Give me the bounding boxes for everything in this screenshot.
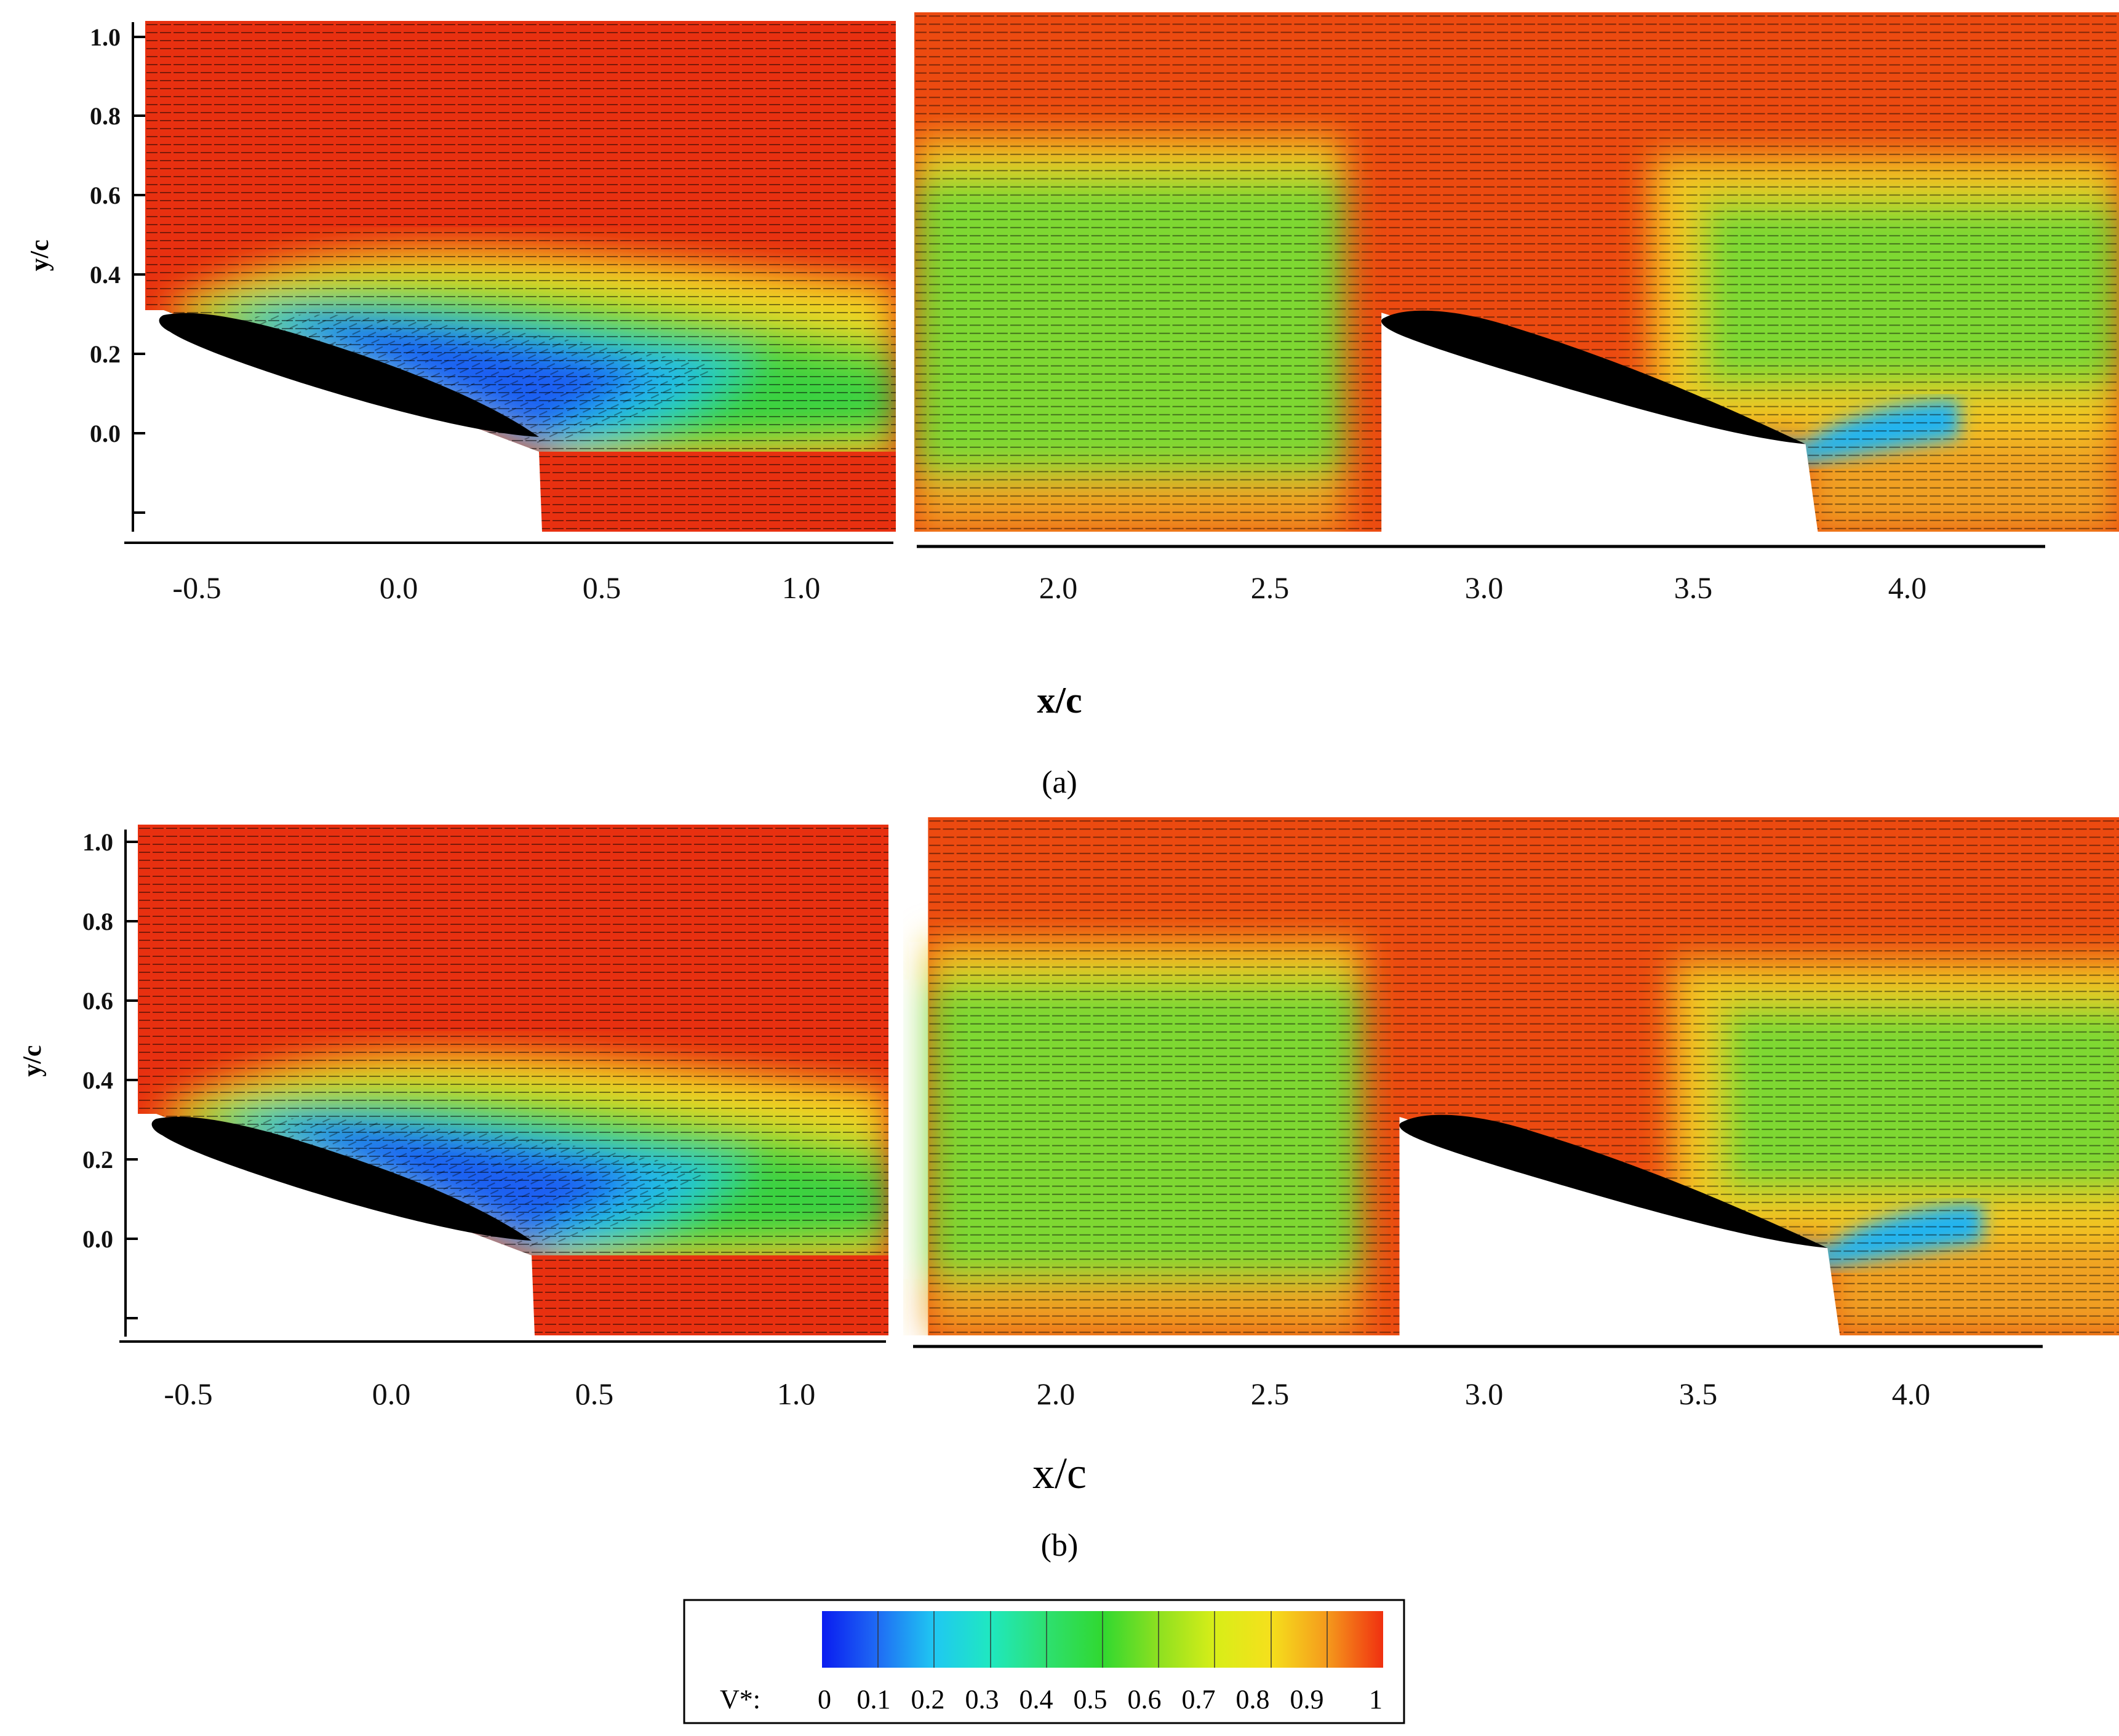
colorbar-tick-3: 0.3 — [965, 1684, 999, 1714]
panel-a-xtick-label-9: 4.0 — [1888, 570, 1927, 605]
colorbar-tick-5: 0.5 — [1074, 1684, 1107, 1714]
colorbar: V*: 0 0.1 0.2 0.3 0.4 0.5 0.6 0.7 0.8 0.… — [683, 1599, 1405, 1724]
panel-b-xtick-label-4: 1.0 — [777, 1377, 816, 1411]
colorbar-tick-8: 0.8 — [1236, 1684, 1270, 1714]
panel-a-ytick-label-5: 0.2 — [90, 340, 121, 368]
panel-a-xtick-label-7: 3.0 — [1465, 570, 1504, 605]
panel-a-ytick-label-4: 0.4 — [90, 261, 121, 289]
panel-a-xtick-label-6: 2.5 — [1251, 570, 1290, 605]
panel-b-ytick-label-6: 0.0 — [82, 1225, 113, 1253]
panel-b-ytick-label-5: 0.2 — [82, 1146, 113, 1174]
colorbar-tick-10: 1 — [1369, 1684, 1383, 1714]
panel-b-ytick-label-1: 1.0 — [82, 828, 113, 856]
panel-b-xtick-label-6: 2.5 — [1251, 1377, 1290, 1411]
panel-b-ytick-label-2: 0.8 — [82, 908, 113, 935]
panel-b-left-plot — [138, 825, 888, 1335]
panel-b-xtick-label-5: 2.0 — [1037, 1377, 1075, 1411]
panel-b-xtick-label-7: 3.0 — [1465, 1377, 1504, 1411]
panel-b: 1.0 0.8 0.6 0.4 0.2 0.0 y/c -0.5 0.0 0.5… — [18, 817, 2119, 1563]
panel-a-ytick-label-2: 0.8 — [90, 102, 121, 130]
panel-a-y-ticks — [133, 36, 145, 514]
panel-b-xtick-label-9: 4.0 — [1892, 1377, 1931, 1411]
panel-a-xtick-label-8: 3.5 — [1674, 570, 1713, 605]
panel-a-xtick-label-2: 0.0 — [380, 570, 418, 605]
panel-b-right-plot — [928, 817, 2119, 1335]
colorbar-tick-1: 0.1 — [857, 1684, 891, 1714]
panel-a-ytick-label-1: 1.0 — [90, 23, 121, 51]
panel-b-ytick-label-3: 0.6 — [82, 987, 113, 1015]
colorbar-label: V*: — [720, 1684, 760, 1714]
panel-b-y-axis-title: y/c — [18, 1045, 47, 1076]
colorbar-tick-9: 0.9 — [1290, 1684, 1324, 1714]
panel-b-ytick-label-4: 0.4 — [82, 1066, 113, 1094]
panel-a-label: (a) — [1042, 765, 1077, 800]
panel-a-right-plot — [914, 12, 2119, 532]
colorbar-tick-6: 0.6 — [1128, 1684, 1162, 1714]
panel-a-xtick-label-1: -0.5 — [172, 570, 221, 605]
panel-b-xtick-label-1: -0.5 — [164, 1377, 212, 1411]
panel-b-xtick-label-8: 3.5 — [1679, 1377, 1718, 1411]
panel-b-xtick-label-3: 0.5 — [575, 1377, 614, 1411]
panel-a-xtick-label-5: 2.0 — [1039, 570, 1078, 605]
panel-b-xtick-label-2: 0.0 — [372, 1377, 411, 1411]
colorbar-tick-7: 0.7 — [1182, 1684, 1216, 1714]
panel-a-ytick-label-3: 0.6 — [90, 182, 121, 209]
panel-b-label: (b) — [1041, 1528, 1079, 1563]
panel-b-x-axis-title: x/c — [1032, 1449, 1087, 1498]
panel-a-ytick-label-6: 0.0 — [90, 420, 121, 447]
colorbar-tick-4: 0.4 — [1020, 1684, 1053, 1714]
colorbar-tick-0: 0 — [818, 1684, 831, 1714]
colorbar-tick-2: 0.2 — [911, 1684, 945, 1714]
panel-a-xtick-label-4: 1.0 — [782, 570, 821, 605]
panel-a-left-plot — [145, 21, 896, 532]
panel-a-xtick-label-3: 0.5 — [583, 570, 621, 605]
panel-b-y-ticks — [126, 841, 138, 1319]
panel-a-x-axis-title: x/c — [1037, 680, 1082, 721]
colorbar-dividers — [877, 1611, 1328, 1668]
panel-a-y-axis-title: y/c — [26, 239, 54, 271]
panel-a: 1.0 0.8 0.6 0.4 0.2 0.0 y/c -0.5 0.0 0.5… — [26, 12, 2119, 800]
